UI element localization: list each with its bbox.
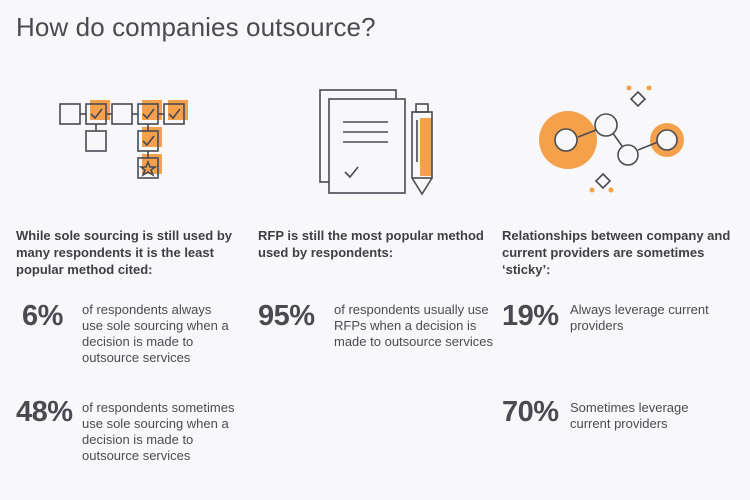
stat-description: Always leverage current providers: [570, 302, 709, 333]
column-1-heading: While sole sourcing is still used by man…: [16, 228, 232, 277]
page-title: How do companies outsource?: [16, 12, 376, 42]
stat-value: 19%: [502, 300, 559, 332]
stat-value: 6%: [22, 300, 63, 332]
stat-value: 48%: [16, 396, 73, 428]
stat-value: 70%: [502, 396, 559, 428]
stat-value: 95%: [258, 300, 315, 332]
stat-description: of respondents usually use RFPs when a d…: [334, 302, 493, 349]
rfp-document-pen-icon: [319, 89, 433, 196]
stat-description: of respondents always use sole sourcing …: [82, 302, 229, 365]
column-3-heading: Relationships between company and curren…: [502, 228, 731, 277]
column-2-heading: RFP is still the most popular method use…: [258, 228, 484, 260]
stat-description: Sometimes leverage current providers: [570, 400, 689, 431]
network-relationship-icon: [539, 85, 684, 193]
stat-description: of respondents sometimes use sole sourci…: [82, 400, 235, 463]
sourcing-flow-icon: [59, 100, 188, 179]
